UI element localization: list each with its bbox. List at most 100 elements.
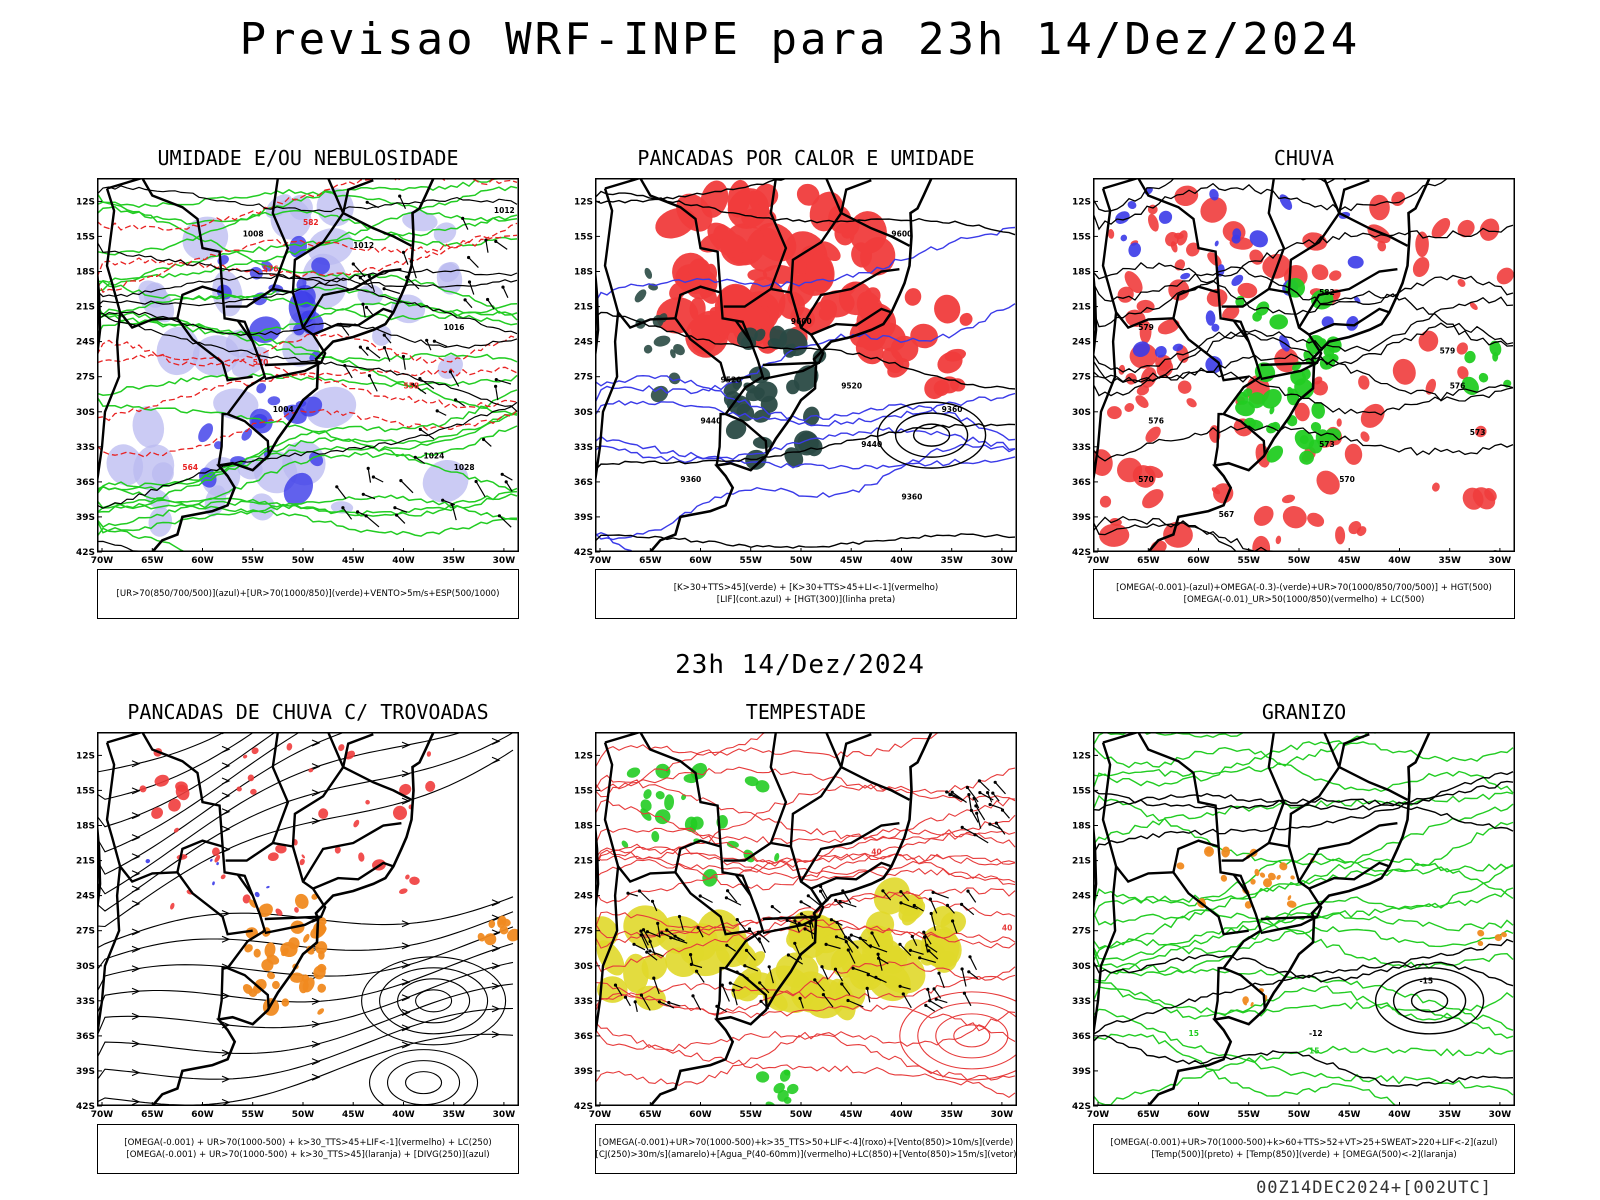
instability-green-west-cell — [668, 372, 681, 385]
map-plot-area: -15 -12 15 15 — [1093, 732, 1515, 1106]
wind-vector-head — [343, 364, 347, 368]
political-border — [312, 307, 394, 336]
lat-tick-label: 27S — [76, 373, 95, 383]
thickness-contour-line — [97, 366, 518, 422]
instability-red-cell — [762, 264, 798, 284]
wind-vector-head — [977, 779, 981, 783]
temp850-contour-line — [1093, 985, 1514, 1021]
humidity-upper-cell — [402, 210, 438, 232]
storm-red-cell — [214, 854, 221, 863]
humidity-low-contour-line — [97, 509, 518, 537]
wind-vector — [882, 890, 892, 901]
wind-vector-head — [356, 510, 360, 514]
lon-tick-label: 45W — [342, 556, 365, 566]
rain-blue-cell — [1120, 234, 1128, 242]
instability-red-cell — [747, 269, 768, 281]
contour-label: 573 — [1319, 440, 1335, 449]
wind-vector-head — [967, 970, 971, 974]
wind-vector-head — [820, 965, 824, 969]
lat-tick-label: 42S — [76, 548, 95, 558]
wind-vector-head — [645, 930, 649, 934]
wind-vector-head — [969, 808, 973, 812]
rain-red-cell — [1237, 282, 1258, 299]
forecast-time-subtitle: 23h 14/Dez/2024 — [675, 650, 925, 680]
wind-vector — [929, 898, 938, 914]
wind-vector-head — [504, 480, 508, 484]
hgt500-contour-line — [1093, 224, 1514, 328]
wind-vector-head — [948, 793, 952, 797]
lifted-index-contour-line — [595, 374, 1016, 441]
wind-vector — [362, 304, 366, 318]
wind-vector-head — [395, 513, 399, 517]
wind-vector-head — [978, 791, 982, 795]
wind-vector-head — [966, 889, 970, 893]
lon-tick-label: 70W — [91, 1110, 114, 1120]
jet-yellow-cell — [808, 917, 844, 954]
wind-vector — [821, 966, 829, 980]
jet-yellow-east-cell — [901, 903, 921, 926]
lat-tick-label: 36S — [574, 1032, 593, 1042]
political-border — [1338, 179, 1370, 214]
wind-vector-head — [695, 969, 699, 973]
streamline-arrow — [221, 777, 231, 785]
lat-tick-label: 27S — [574, 927, 593, 937]
political-border — [225, 732, 345, 862]
rain-red-cell — [1358, 375, 1370, 390]
contour-label: 576 — [263, 265, 279, 274]
storm-red-cell — [251, 747, 259, 755]
lat-tick-label: 33S — [76, 443, 95, 453]
streamline-arrow — [131, 1098, 141, 1106]
rain-red-cell — [1425, 378, 1436, 395]
wind-vector — [449, 371, 460, 387]
omega-orange-cell — [1276, 874, 1281, 880]
humidity-upper-cell — [422, 459, 469, 503]
map-plot-area: 40 40 — [595, 732, 1017, 1106]
streamline-arrow — [491, 982, 501, 990]
hgt500-contour-line — [1093, 353, 1514, 402]
wind-vector — [649, 950, 664, 957]
storm-orange-cell — [244, 944, 253, 953]
humidity-low-contour-line — [97, 185, 518, 288]
wind-vector-head — [657, 1000, 661, 1004]
hgt300-low-ring — [912, 423, 951, 447]
political-border — [236, 873, 254, 897]
wind850-green-cell — [774, 852, 780, 862]
humidity-low-contour-line — [97, 178, 502, 256]
lat-tick-label: 33S — [76, 997, 95, 1007]
wind850-green-cell — [690, 816, 704, 830]
streamline-arrow — [491, 1030, 501, 1039]
lat-tick-label: 36S — [1072, 1032, 1091, 1042]
wind-vector — [926, 944, 938, 953]
streamline — [97, 1033, 514, 1106]
rain-red-cell — [1136, 299, 1155, 313]
wind-vector-head — [833, 967, 838, 971]
lat-tick-label: 42S — [76, 1102, 95, 1112]
wind-vector — [647, 931, 661, 938]
wind-vector-head — [467, 280, 472, 284]
wind-vector-head — [834, 898, 838, 902]
lat-tick-label: 24S — [76, 892, 95, 902]
political-border — [342, 212, 413, 247]
political-border — [105, 742, 178, 884]
wind-vector-head — [929, 911, 933, 916]
rain-red-cell — [1336, 418, 1342, 427]
lc850-vortex — [899, 991, 1017, 1081]
lat-tick-label: 39S — [76, 1067, 95, 1077]
instability-green-cell — [753, 381, 778, 403]
lon-tick-label: 40W — [1388, 556, 1411, 566]
storm-orange-east-cell — [501, 918, 511, 927]
contour-label: 40 — [871, 848, 881, 857]
wind-vectors — [335, 194, 513, 528]
wind-vector — [759, 982, 770, 994]
wind-vector-head — [364, 305, 369, 309]
streamline — [97, 732, 347, 875]
wind-vector-head — [786, 953, 790, 957]
political-border — [97, 866, 122, 1045]
omega-orange-cell — [1279, 862, 1288, 871]
political-border — [1101, 742, 1174, 884]
wind-vector — [383, 288, 400, 295]
lon-tick-label: 50W — [1288, 1110, 1311, 1120]
instability-red-cell — [818, 305, 835, 321]
storm-red-cell — [358, 852, 365, 862]
rain-red-cell — [1275, 535, 1282, 545]
